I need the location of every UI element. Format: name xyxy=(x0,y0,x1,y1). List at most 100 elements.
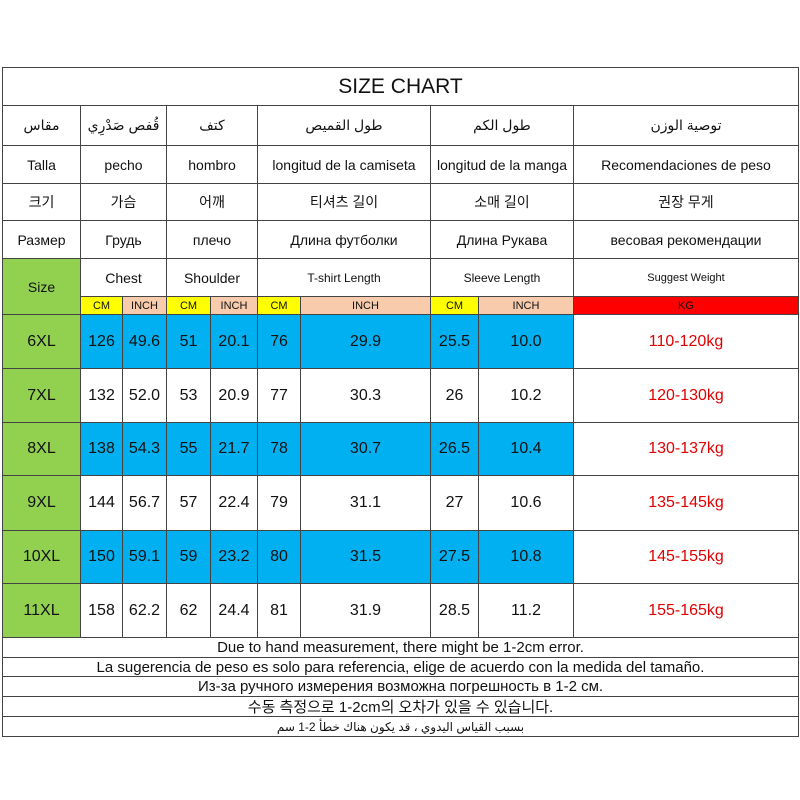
measure-cell: 31.1 xyxy=(300,475,431,531)
language-label: قُفص صَدْرِي xyxy=(80,105,167,146)
weight-cell: 155-165kg xyxy=(573,583,799,638)
measure-cell: 49.6 xyxy=(122,314,167,369)
measure-cell: 62.2 xyxy=(122,583,167,638)
measure-cell: 22.4 xyxy=(210,475,258,531)
measure-cell: 23.2 xyxy=(210,530,258,584)
language-label: Recomendaciones de peso xyxy=(573,145,799,184)
measure-cell: 76 xyxy=(257,314,301,369)
measure-cell: 132 xyxy=(80,368,123,423)
title: SIZE CHART xyxy=(2,67,799,106)
weight-cell: 110-120kg xyxy=(573,314,799,369)
language-label: توصية الوزن xyxy=(573,105,799,146)
size-cell: 9XL xyxy=(2,475,81,531)
language-label: весовая рекомендации xyxy=(573,220,799,259)
note: Из-за ручного измерения возможна погрешн… xyxy=(2,676,799,697)
measure-cell: 10.0 xyxy=(478,314,574,369)
unit-label: CM xyxy=(166,296,211,315)
size-header: Size xyxy=(2,258,81,315)
size-cell: 10XL xyxy=(2,530,81,584)
language-label: 권장 무게 xyxy=(573,183,799,221)
column-header: Chest xyxy=(80,258,167,297)
size-cell: 8XL xyxy=(2,422,81,476)
measure-cell: 57 xyxy=(166,475,211,531)
language-label: longitud de la manga xyxy=(430,145,574,184)
measure-cell: 25.5 xyxy=(430,314,479,369)
note: 수동 측정으로 1-2cm의 오차가 있을 수 있습니다. xyxy=(2,696,799,717)
measure-cell: 78 xyxy=(257,422,301,476)
weight-cell: 120-130kg xyxy=(573,368,799,423)
measure-cell: 10.6 xyxy=(478,475,574,531)
measure-cell: 59 xyxy=(166,530,211,584)
unit-label: INCH xyxy=(300,296,431,315)
measure-cell: 55 xyxy=(166,422,211,476)
measure-cell: 144 xyxy=(80,475,123,531)
measure-cell: 53 xyxy=(166,368,211,423)
measure-cell: 30.7 xyxy=(300,422,431,476)
size-cell: 6XL xyxy=(2,314,81,369)
language-label: طول القميص xyxy=(257,105,431,146)
column-header: Shoulder xyxy=(166,258,258,297)
measure-cell: 79 xyxy=(257,475,301,531)
unit-label: CM xyxy=(257,296,301,315)
measure-cell: 51 xyxy=(166,314,211,369)
unit-label: KG xyxy=(573,296,799,315)
unit-label: INCH xyxy=(210,296,258,315)
measure-cell: 62 xyxy=(166,583,211,638)
language-label: Длина футболки xyxy=(257,220,431,259)
column-header: Suggest Weight xyxy=(573,258,799,297)
language-label: Размер xyxy=(2,220,81,259)
measure-cell: 126 xyxy=(80,314,123,369)
weight-cell: 130-137kg xyxy=(573,422,799,476)
measure-cell: 138 xyxy=(80,422,123,476)
language-label: 크기 xyxy=(2,183,81,221)
unit-label: INCH xyxy=(122,296,167,315)
unit-label: CM xyxy=(80,296,123,315)
language-label: 소매 길이 xyxy=(430,183,574,221)
language-label: 어깨 xyxy=(166,183,258,221)
language-label: longitud de la camiseta xyxy=(257,145,431,184)
measure-cell: 27.5 xyxy=(430,530,479,584)
language-label: مقاس xyxy=(2,105,81,146)
language-label: Talla xyxy=(2,145,81,184)
note: La sugerencia de peso es solo para refer… xyxy=(2,657,799,677)
size-cell: 11XL xyxy=(2,583,81,638)
measure-cell: 31.9 xyxy=(300,583,431,638)
measure-cell: 30.3 xyxy=(300,368,431,423)
measure-cell: 80 xyxy=(257,530,301,584)
measure-cell: 150 xyxy=(80,530,123,584)
language-label: 티셔츠 길이 xyxy=(257,183,431,221)
measure-cell: 20.9 xyxy=(210,368,258,423)
language-label: كتف xyxy=(166,105,258,146)
language-label: pecho xyxy=(80,145,167,184)
language-label: Грудь xyxy=(80,220,167,259)
measure-cell: 54.3 xyxy=(122,422,167,476)
measure-cell: 28.5 xyxy=(430,583,479,638)
weight-cell: 135-145kg xyxy=(573,475,799,531)
measure-cell: 10.4 xyxy=(478,422,574,476)
measure-cell: 11.2 xyxy=(478,583,574,638)
measure-cell: 10.8 xyxy=(478,530,574,584)
weight-cell: 145-155kg xyxy=(573,530,799,584)
unit-label: INCH xyxy=(478,296,574,315)
language-label: плечо xyxy=(166,220,258,259)
measure-cell: 21.7 xyxy=(210,422,258,476)
size-cell: 7XL xyxy=(2,368,81,423)
note: Due to hand measurement, there might be … xyxy=(2,637,799,658)
unit-label: CM xyxy=(430,296,479,315)
measure-cell: 52.0 xyxy=(122,368,167,423)
measure-cell: 81 xyxy=(257,583,301,638)
language-label: hombro xyxy=(166,145,258,184)
measure-cell: 20.1 xyxy=(210,314,258,369)
measure-cell: 24.4 xyxy=(210,583,258,638)
note: بسبب القياس اليدوي ، قد يكون هناك خطأ 2-… xyxy=(2,716,799,737)
language-label: 가슴 xyxy=(80,183,167,221)
measure-cell: 10.2 xyxy=(478,368,574,423)
language-label: Длина Рукава xyxy=(430,220,574,259)
measure-cell: 31.5 xyxy=(300,530,431,584)
measure-cell: 59.1 xyxy=(122,530,167,584)
column-header: Sleeve Length xyxy=(430,258,574,297)
measure-cell: 29.9 xyxy=(300,314,431,369)
measure-cell: 27 xyxy=(430,475,479,531)
measure-cell: 56.7 xyxy=(122,475,167,531)
